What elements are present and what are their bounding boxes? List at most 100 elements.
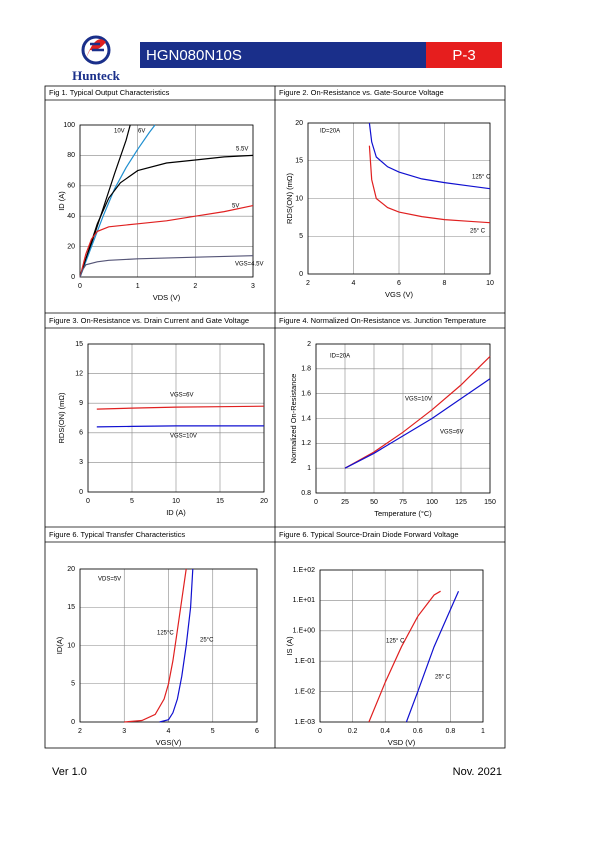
x-axis-label: Temperature (°C) — [374, 509, 432, 518]
y-tick-label: 1.E-02 — [294, 688, 315, 695]
y-tick-label: 0 — [71, 719, 75, 726]
x-tick-label: 20 — [260, 498, 268, 505]
x-axis-label: VGS(V) — [156, 738, 182, 747]
curve — [124, 568, 187, 723]
plot-frame — [79, 568, 258, 723]
annotation: VDS=5V — [98, 577, 121, 583]
y-tick-label: 1.E-01 — [294, 658, 315, 665]
y-tick-label: 1.6 — [301, 391, 311, 398]
y-tick-label: 0 — [299, 271, 303, 278]
version: Ver 1.0 — [52, 766, 87, 778]
x-tick-label: 4 — [352, 280, 356, 287]
x-tick-label: 0 — [314, 499, 318, 506]
plot-frame — [319, 569, 484, 723]
title-bar — [140, 42, 426, 68]
date: Nov. 2021 — [453, 766, 502, 778]
annotation: 125°C — [157, 631, 174, 637]
x-tick-label: 6 — [397, 280, 401, 287]
curve — [344, 378, 491, 469]
plot-frame — [87, 343, 265, 493]
y-tick-label: 2 — [307, 341, 311, 348]
curve — [96, 405, 265, 410]
annotation: 5.5V — [236, 147, 248, 153]
curve — [405, 590, 460, 723]
y-tick-label: 1.8 — [301, 366, 311, 373]
x-tick-label: 10 — [486, 280, 494, 287]
figure-caption: Figure 4. Normalized On-Resistance vs. J… — [279, 316, 486, 325]
x-axis-label: ID (A) — [166, 508, 186, 517]
y-tick-label: 60 — [67, 183, 75, 190]
annotation: VGS=6V — [440, 430, 464, 436]
y-tick-label: 1 — [307, 465, 311, 472]
y-tick-label: 20 — [67, 566, 75, 573]
annotation: 5V — [232, 204, 239, 210]
plot-frame — [79, 124, 254, 278]
x-tick-label: 3 — [251, 283, 255, 290]
x-tick-label: 8 — [443, 280, 447, 287]
x-axis-label: VGS (V) — [385, 290, 413, 299]
y-tick-label: 20 — [295, 120, 303, 127]
x-tick-label: 150 — [484, 499, 496, 506]
x-tick-label: 2 — [78, 728, 82, 735]
y-tick-label: 1.2 — [301, 440, 311, 447]
y-tick-label: 0 — [79, 489, 83, 496]
part-number: HGN080N10S — [146, 47, 242, 64]
y-tick-label: 15 — [295, 158, 303, 165]
x-tick-label: 75 — [399, 499, 407, 506]
y-tick-label: 15 — [75, 341, 83, 348]
annotation: 125° C — [386, 639, 405, 645]
x-tick-label: 0 — [318, 728, 322, 735]
y-tick-label: 80 — [67, 152, 75, 159]
y-tick-label: 100 — [63, 122, 75, 129]
y-tick-label: 1.E+02 — [293, 567, 315, 574]
x-tick-label: 0.8 — [446, 728, 456, 735]
x-tick-label: 4 — [167, 728, 171, 735]
x-tick-label: 2 — [306, 280, 310, 287]
x-axis-label: VSD (V) — [388, 738, 416, 747]
y-axis-label: ID (A) — [57, 191, 66, 211]
y-tick-label: 1.E+01 — [293, 597, 315, 604]
annotation: VGS=4.5V — [235, 262, 264, 268]
y-axis-label: IS (A) — [285, 636, 294, 656]
annotation: 125° C — [472, 175, 491, 181]
curve — [159, 568, 194, 723]
x-tick-label: 100 — [426, 499, 438, 506]
x-tick-label: 0 — [86, 498, 90, 505]
x-tick-label: 50 — [370, 499, 378, 506]
curve — [368, 145, 491, 224]
x-axis-label: VDS (V) — [153, 293, 181, 302]
y-tick-label: 1.4 — [301, 415, 311, 422]
figure-caption: Figure 6. Typical Transfer Characteristi… — [49, 530, 185, 539]
curve — [368, 122, 491, 190]
x-tick-label: 0 — [78, 283, 82, 290]
y-tick-label: 5 — [71, 681, 75, 688]
y-tick-label: 20 — [67, 243, 75, 250]
figure-caption: Fig 1. Typical Output Characteristics — [49, 88, 170, 97]
x-tick-label: 5 — [130, 498, 134, 505]
x-tick-label: 0.2 — [348, 728, 358, 735]
y-tick-label: 10 — [295, 195, 303, 202]
annotation: 25° C — [470, 229, 486, 235]
figure-caption: Figure 3. On-Resistance vs. Drain Curren… — [49, 316, 249, 325]
x-tick-label: 125 — [455, 499, 467, 506]
logo-text: Hunteck — [72, 68, 120, 83]
curve — [79, 255, 254, 278]
y-tick-label: 15 — [67, 604, 75, 611]
annotation: VGS=6V — [170, 393, 194, 399]
frame — [44, 85, 506, 749]
y-axis-label: RDS(ON) (mΩ) — [57, 392, 66, 444]
annotation: ID=20A — [330, 354, 350, 360]
x-tick-label: 3 — [122, 728, 126, 735]
annotation: 10V — [114, 129, 125, 135]
plot-frame — [315, 343, 491, 494]
y-tick-label: 40 — [67, 213, 75, 220]
y-tick-label: 0 — [71, 274, 75, 281]
page-box — [426, 42, 502, 68]
y-axis-label: Normalized On-Resistance — [289, 374, 298, 464]
figure-caption: Figure 2. On-Resistance vs. Gate-Source … — [279, 88, 444, 97]
x-tick-label: 1 — [136, 283, 140, 290]
y-tick-label: 12 — [75, 370, 83, 377]
annotation: VGS=10V — [405, 397, 432, 403]
x-tick-label: 5 — [211, 728, 215, 735]
